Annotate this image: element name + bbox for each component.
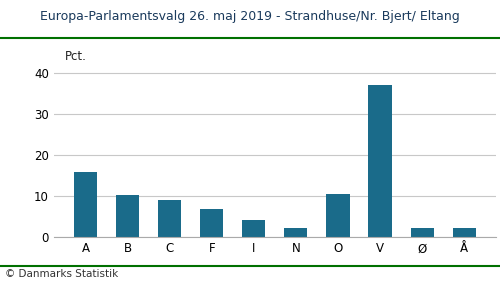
Bar [242, 220, 266, 237]
Bar [158, 201, 182, 237]
Bar [368, 85, 392, 237]
Bar [200, 209, 224, 237]
Bar [284, 228, 308, 237]
Bar [452, 228, 475, 237]
Bar [74, 172, 97, 237]
Bar [326, 194, 349, 237]
Text: Pct.: Pct. [64, 50, 86, 63]
Text: © Danmarks Statistik: © Danmarks Statistik [5, 269, 118, 279]
Bar [410, 228, 434, 237]
Bar [116, 195, 139, 237]
Text: Europa-Parlamentsvalg 26. maj 2019 - Strandhuse/Nr. Bjert/ Eltang: Europa-Parlamentsvalg 26. maj 2019 - Str… [40, 10, 460, 23]
